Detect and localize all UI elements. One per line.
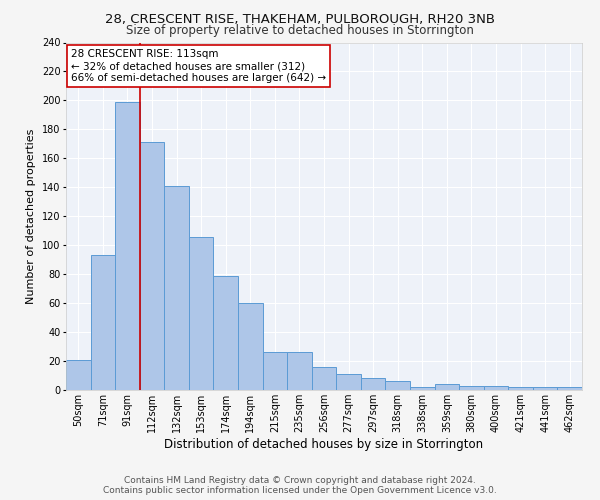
Bar [459,386,484,390]
Bar [508,387,533,390]
Bar [115,102,140,390]
Bar [336,374,361,390]
Bar [214,276,238,390]
Text: 28, CRESCENT RISE, THAKEHAM, PULBOROUGH, RH20 3NB: 28, CRESCENT RISE, THAKEHAM, PULBOROUGH,… [105,12,495,26]
Bar [533,387,557,390]
Bar [557,387,582,390]
Bar [189,236,214,390]
Text: Contains HM Land Registry data © Crown copyright and database right 2024.
Contai: Contains HM Land Registry data © Crown c… [103,476,497,495]
Bar [434,384,459,390]
Bar [312,367,336,390]
Bar [385,382,410,390]
Bar [287,352,312,390]
Bar [410,387,434,390]
Bar [238,303,263,390]
Bar [91,256,115,390]
Bar [164,186,189,390]
Text: 28 CRESCENT RISE: 113sqm
← 32% of detached houses are smaller (312)
66% of semi-: 28 CRESCENT RISE: 113sqm ← 32% of detach… [71,50,326,82]
Bar [484,386,508,390]
Bar [140,142,164,390]
Bar [66,360,91,390]
Y-axis label: Number of detached properties: Number of detached properties [26,128,36,304]
Bar [361,378,385,390]
X-axis label: Distribution of detached houses by size in Storrington: Distribution of detached houses by size … [164,438,484,451]
Bar [263,352,287,390]
Text: Size of property relative to detached houses in Storrington: Size of property relative to detached ho… [126,24,474,37]
